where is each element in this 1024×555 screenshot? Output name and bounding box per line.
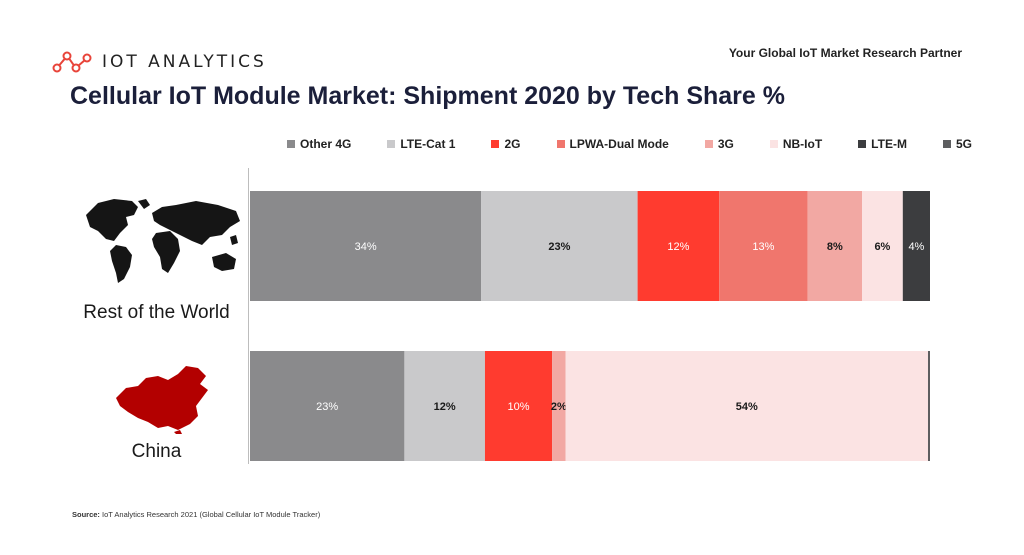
legend-label: 5G [955,137,972,151]
bar-segment-rest-of-the-world-3g [807,191,862,301]
world-map-icon [86,199,240,283]
legend-item-2g: 2G [491,137,521,151]
source-note: Source: IoT Analytics Research 2021 (Glo… [72,510,320,519]
legend-swatch [556,140,565,148]
legend-swatch [287,140,295,148]
bar-segment-china-nb-iot [565,351,928,461]
data-label: 12% [434,401,456,413]
legend-label: LTE-M [871,137,907,151]
data-label: 4% [908,241,924,253]
row-label-china: China [131,441,182,462]
source-label: Source: [72,510,100,519]
legend-item-lte-m: LTE-M [858,137,907,151]
legend-label: LPWA-Dual Mode [569,137,669,151]
data-label: 6% [874,241,890,253]
legend-label: Other 4G [300,137,352,151]
bar-segment-china-3g [552,351,566,461]
brand-logo: IOT ANALYTICS [52,45,267,79]
data-label: 12% [667,241,689,253]
bar-segment-rest-of-the-world-lte-m [902,191,930,301]
bar-segment-rest-of-the-world-2g [637,191,720,301]
legend-swatch [942,140,951,148]
data-label: 2% [551,401,567,413]
tagline: Your Global IoT Market Research Partner [728,46,962,60]
china-map-icon [116,366,208,434]
data-label: 23% [548,241,570,253]
legend-swatch [491,140,500,148]
brand-name: IOT ANALYTICS [102,52,267,72]
data-label: 8% [827,241,843,253]
legend-swatch [858,140,867,148]
legend: Other 4G LTE-Cat 1 2G LPWA-Dual Mode 3G NB-Io… [287,137,972,151]
bar-segment-rest-of-the-world-lpwa-dual-mode [719,191,808,301]
bar-segment-rest-of-the-world-other-4g [250,191,482,301]
chart-title: Cellular IoT Module Market: Shipment 202… [70,82,785,110]
bar-segment-china-lte-cat-1 [404,351,485,461]
network-nodes-icon [52,51,92,73]
legend-item-3g: 3G [704,137,734,151]
legend-item-nb-iot: NB-IoT [769,137,823,151]
data-label: 10% [507,401,529,413]
legend-label: LTE-Cat 1 [400,137,456,151]
legend-swatch [704,140,713,148]
data-label: 34% [355,241,377,253]
bar-segment-china-2g [484,351,553,461]
bar-segment-rest-of-the-world-nb-iot [862,191,903,301]
legend-item-lte-cat-1: LTE-Cat 1 [387,137,455,151]
legend-swatch [769,140,778,148]
row-label-rest-of-world: Rest of the World [83,302,230,323]
data-label: 23% [316,401,338,413]
data-label: 54% [736,401,758,413]
bar-segment-rest-of-the-world-lte-cat-1 [481,191,638,301]
legend-item-lpwa-dual-mode: LPWA-Dual Mode [556,137,669,151]
data-label: 13% [752,241,774,253]
axis-divider [248,168,249,464]
legend-label: 3G [717,137,734,151]
source-text: IoT Analytics Research 2021 (Global Cell… [102,510,321,519]
legend-label: NB-IoT [782,137,823,151]
bar-segment-china-5g [927,351,930,461]
legend-swatch [387,140,396,148]
legend-item-5g: 5G [942,137,972,151]
legend-item-other-4g: Other 4G [287,137,351,151]
bar-segment-china-other-4g [250,351,405,461]
legend-label: 2G [504,137,521,151]
